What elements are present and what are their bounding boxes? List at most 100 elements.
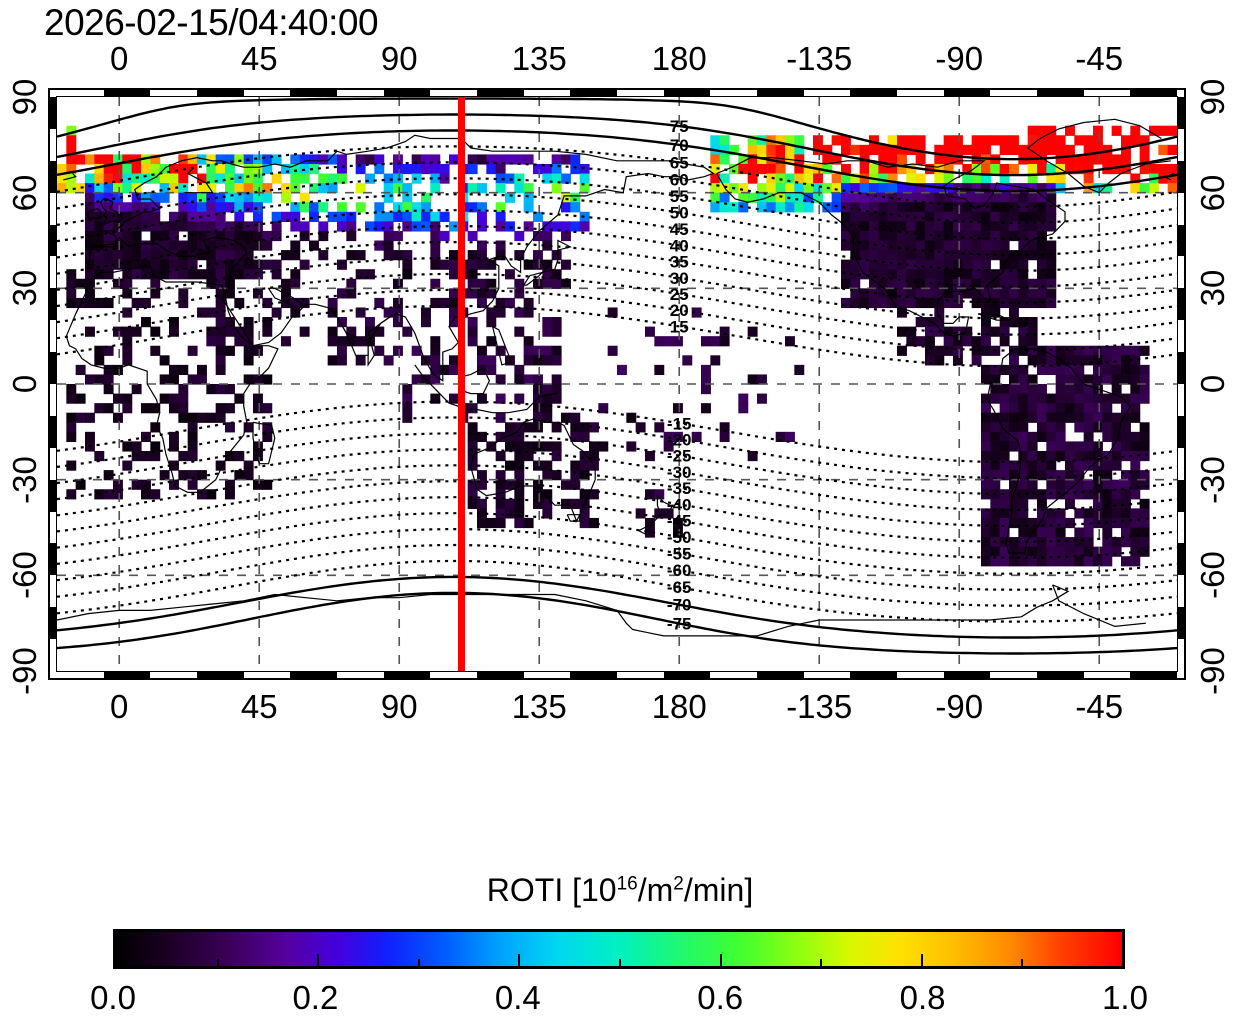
roti-cell	[495, 307, 506, 318]
roti-cell	[971, 297, 982, 309]
roti-cell	[178, 269, 189, 280]
roti-cell	[869, 183, 879, 194]
roti-cell	[449, 307, 459, 318]
coastline	[184, 166, 214, 194]
roti-cell	[337, 154, 347, 165]
roti-cell	[430, 163, 441, 175]
roti-cell	[486, 364, 497, 376]
roti-cell	[981, 393, 991, 404]
roti-cell	[1121, 345, 1131, 356]
roti-cell	[486, 163, 497, 175]
roti-cell	[271, 221, 282, 232]
colorbar[interactable]	[113, 929, 1125, 969]
roti-cell	[533, 374, 543, 385]
roti-cell	[906, 183, 917, 194]
roti-cell	[981, 183, 991, 194]
roti-cell	[766, 144, 777, 155]
roti-cell	[141, 297, 151, 309]
roti-cell	[990, 374, 1001, 385]
roti-cell	[757, 202, 767, 213]
roti-cell	[542, 317, 553, 328]
roti-cell	[561, 173, 571, 184]
roti-cell	[915, 154, 926, 165]
roti-cell	[262, 240, 273, 251]
roti-cell	[141, 202, 151, 213]
roti-cell	[187, 422, 198, 433]
frame-band-bot	[383, 671, 431, 680]
roti-cell	[94, 183, 105, 194]
frame-band-top	[103, 88, 151, 97]
roti-cell	[1121, 374, 1131, 385]
roti-cell	[477, 508, 487, 519]
roti-cell	[243, 259, 254, 270]
roti-cell	[122, 250, 133, 261]
maglat-label--25: -25	[667, 447, 692, 466]
roti-cell	[1037, 546, 1047, 557]
roti-cell	[477, 221, 487, 232]
roti-cell	[906, 230, 917, 242]
roti-cell	[1027, 470, 1038, 481]
roti-cell	[579, 508, 590, 519]
roti-cell	[523, 355, 534, 366]
roti-cell	[542, 355, 553, 366]
colorbar-major-tick	[920, 954, 923, 966]
roti-cell	[1065, 450, 1075, 462]
roti-cell	[262, 259, 273, 270]
roti-cell	[1149, 163, 1159, 175]
roti-cell	[1046, 556, 1057, 567]
roti-cell	[1055, 546, 1066, 557]
roti-cell	[1027, 230, 1038, 242]
roti-cell	[747, 374, 758, 385]
roti-cell	[66, 183, 77, 194]
roti-cell	[225, 345, 235, 356]
roti-cell	[1083, 374, 1094, 385]
roti-cell	[85, 374, 95, 385]
right-tick-60: 60	[1194, 174, 1231, 212]
roti-cell	[682, 355, 693, 366]
roti-cell	[449, 317, 459, 328]
roti-cell	[1121, 364, 1131, 376]
roti-cell	[1102, 364, 1113, 376]
roti-cell	[383, 211, 394, 222]
roti-cell	[533, 230, 543, 242]
roti-cell	[841, 297, 851, 309]
roti-cell	[999, 527, 1010, 538]
roti-cell	[1121, 422, 1131, 433]
roti-cell	[701, 403, 711, 414]
roti-cell	[738, 403, 749, 414]
roti-cell	[859, 259, 870, 270]
roti-cell	[1093, 441, 1103, 452]
map-plot-frame: 75 70 65 60 55 50 45 40 35 30 25 20 15 -15 -20 -25 -30 -3…	[48, 88, 1186, 680]
roti-cell	[85, 192, 95, 203]
maglat-contour--70	[57, 575, 1177, 639]
roti-cell	[859, 144, 870, 155]
roti-cell	[1065, 403, 1075, 414]
roti-cell	[869, 202, 879, 213]
roti-cell	[1046, 527, 1057, 538]
roti-cell	[1046, 470, 1057, 481]
roti-cell	[206, 202, 217, 213]
roti-cell	[981, 278, 991, 289]
roti-cell	[514, 278, 525, 289]
roti-cell	[990, 517, 1001, 529]
roti-cell	[766, 173, 777, 184]
roti-cell	[122, 393, 133, 404]
roti-cell	[393, 307, 403, 318]
roti-cell	[1027, 460, 1038, 471]
roti-cell	[225, 403, 235, 414]
roti-cell	[477, 211, 487, 222]
roti-cell	[477, 250, 487, 261]
roti-cell	[495, 221, 506, 232]
roti-cell	[346, 221, 357, 232]
roti-cell	[1139, 517, 1150, 529]
roti-cell	[1046, 508, 1057, 519]
roti-cell	[729, 163, 739, 175]
roti-cell	[1083, 479, 1094, 490]
maglat-label--60: -60	[667, 561, 692, 580]
roti-cell	[971, 269, 982, 280]
roti-cell	[953, 144, 963, 155]
roti-cell	[113, 250, 123, 261]
roti-cell	[206, 307, 217, 318]
roti-cell	[169, 479, 179, 490]
roti-cell	[887, 202, 898, 213]
